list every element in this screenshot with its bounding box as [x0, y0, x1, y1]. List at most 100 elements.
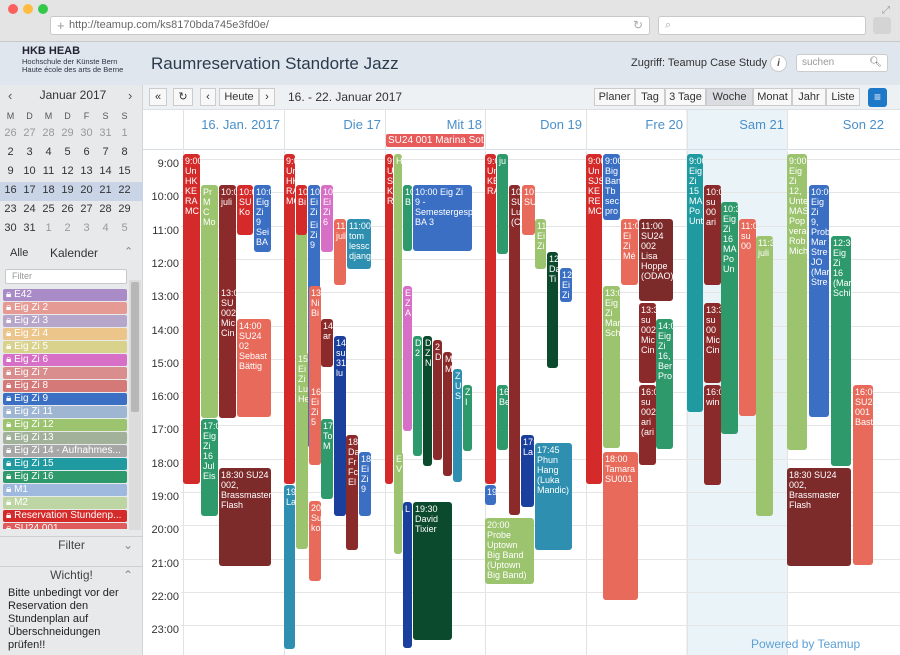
calendar-event[interactable]: 2 D: [433, 340, 442, 460]
calendar-event[interactable]: 13:30 su 002 Mic Cin: [639, 303, 656, 383]
minical-day[interactable]: 1: [45, 222, 52, 234]
calendar-event[interactable]: 11:00 Ei Zi: [535, 219, 546, 269]
tab-all[interactable]: Alle: [10, 247, 29, 259]
calendar-event[interactable]: H: [394, 154, 402, 554]
minical-day[interactable]: 29: [61, 127, 74, 139]
calendar-event[interactable]: Pr M C Mo: [201, 185, 218, 418]
minical-day[interactable]: 30: [80, 127, 93, 139]
calendar-event[interactable]: 19:30 David Tixier: [413, 502, 452, 640]
minical-day[interactable]: 12: [61, 165, 74, 177]
view-monat-button[interactable]: Monat: [753, 88, 792, 106]
minical-day[interactable]: 3: [83, 222, 90, 234]
minical-day[interactable]: 18: [42, 184, 55, 196]
double-prev-icon[interactable]: «: [149, 88, 167, 106]
minical-day[interactable]: 26: [4, 127, 17, 139]
minical-day[interactable]: 2: [64, 222, 71, 234]
minical-day[interactable]: 15: [118, 165, 131, 177]
view-jahr-button[interactable]: Jahr: [792, 88, 826, 106]
calendar-event[interactable]: 10:00 Ei Zi 6: [321, 185, 333, 252]
view-liste-button[interactable]: Liste: [826, 88, 860, 106]
calendar-event[interactable]: 9:00 Un HK KE RA MC: [183, 154, 200, 484]
calendar-event[interactable]: 10:00 Eig Zi 9 - Semestergesp BA 3: [413, 185, 472, 251]
calendar-event[interactable]: 17:00 To M: [321, 419, 333, 499]
calendar-event[interactable]: 14:00 Eig Zi 16, Ber Pro: [656, 319, 673, 449]
calendar-event[interactable]: 16:00 SU24 001 Basti: [853, 385, 873, 565]
calendar-event[interactable]: 17:45 Phun Hang (Luka Mandic): [535, 443, 572, 550]
calendar-event[interactable]: 16:00 su 002 ari (ari: [639, 385, 656, 465]
filter-section[interactable]: Filter ⌄: [0, 536, 143, 552]
minical-day[interactable]: 4: [45, 146, 52, 158]
calendar-event[interactable]: 12:30 Eig Zi 16 (Mar Schi: [831, 236, 851, 466]
calendar-event[interactable]: 10:00 SU: [522, 185, 535, 235]
minical-day[interactable]: 29: [118, 203, 131, 215]
search-input[interactable]: suchen 🔍︎: [796, 54, 888, 72]
minical-day[interactable]: 27: [23, 127, 36, 139]
calendar-event[interactable]: Z I: [463, 385, 472, 451]
calendar-item[interactable]: 🔒︎ Eig Zi 2: [3, 302, 127, 314]
minical-day[interactable]: 6: [83, 146, 90, 158]
calendar-event[interactable]: 10:00 SU Lu (C: [509, 185, 520, 515]
minical-day[interactable]: 8: [121, 146, 128, 158]
scrollbar-thumb[interactable]: [131, 282, 139, 412]
calendar-event[interactable]: 10:00 Eig Zi 9, Prob Mar Stre JO (Mar St…: [809, 185, 829, 417]
calendar-event[interactable]: 16:00 Be: [497, 385, 508, 450]
calendar-filter-input[interactable]: Filter: [5, 269, 127, 284]
minical-day[interactable]: 19: [61, 184, 74, 196]
wichtig-section[interactable]: Wichtig! ⌃: [0, 566, 143, 582]
calendar-event[interactable]: 14:00 su 31 lu: [334, 336, 346, 516]
minical-day[interactable]: 31: [99, 127, 112, 139]
minical-day[interactable]: 7: [102, 146, 109, 158]
minical-day[interactable]: 4: [102, 222, 109, 234]
calendar-event[interactable]: D 2: [413, 336, 422, 456]
minical-day[interactable]: 28: [42, 127, 55, 139]
calendar-event[interactable]: 9:00 Eig Zi 15 MA Po Unt: [687, 154, 703, 412]
minical-day[interactable]: 30: [4, 222, 17, 234]
calendar-event[interactable]: 9:00 Un KE RA: [485, 154, 496, 484]
powered-by[interactable]: Powered by Teamup: [751, 637, 861, 651]
calendar-event[interactable]: 12:00 Da Ti: [547, 252, 558, 368]
calendar-item[interactable]: 🔒︎ Eig Zi 3: [3, 315, 127, 327]
calendar-item[interactable]: 🔒︎ Eig Zi 5: [3, 341, 127, 353]
calendar-item[interactable]: 🔒︎ Reservation Stundenp...: [3, 510, 127, 522]
calendar-event[interactable]: 16:00 Ei Zi 5: [309, 385, 321, 465]
calendar-item[interactable]: 🔒︎ Eig Zi 11: [3, 406, 127, 418]
calendar-event[interactable]: 9:00 Eig Zi 12, Unte MAS Pop vera Rob Mi…: [787, 154, 807, 450]
calendar-event[interactable]: 13:00 SU 002 Mic Cin: [219, 286, 236, 418]
next-month-icon[interactable]: ›: [128, 88, 133, 103]
reload-icon[interactable]: ↻: [632, 18, 643, 32]
calendar-event[interactable]: M M: [443, 352, 452, 476]
view-planer-button[interactable]: Planer: [594, 88, 635, 106]
calendar-event[interactable]: L: [403, 502, 412, 648]
minimize-dot[interactable]: [23, 4, 33, 14]
url-bar[interactable]: + http://teamup.com/ks8170bda745e3fd0e/ ↻: [50, 16, 650, 35]
calendar-event[interactable]: Z U S: [453, 369, 462, 482]
calendar-item[interactable]: 🔒︎ Eig Zi 15: [3, 458, 127, 470]
menu-icon[interactable]: ≡: [868, 88, 887, 107]
calendar-item[interactable]: 🔒︎ Eig Zi 7: [3, 367, 127, 379]
calendar-event[interactable]: 14:00 ar: [321, 319, 333, 367]
minical-day[interactable]: 10: [23, 165, 36, 177]
calendar-item[interactable]: 🔒︎ M2: [3, 497, 127, 509]
new-tab-button[interactable]: [873, 17, 891, 34]
calendar-event[interactable]: 17:00 Eig Zi 16 Jul Eis: [201, 419, 218, 516]
calendar-event[interactable]: 11:00 juli: [334, 219, 346, 285]
minical-day[interactable]: 13: [80, 165, 93, 177]
calendar-event[interactable]: 18:00 Ei Zi 9: [359, 452, 371, 516]
minical-day[interactable]: 20: [80, 184, 93, 196]
calendar-event[interactable]: 10:00 B: [403, 185, 412, 251]
calendar-item[interactable]: 🔒︎ Eig Zi 12: [3, 419, 127, 431]
calendar-event[interactable]: E Z A: [403, 286, 412, 431]
calendar-event[interactable]: 14:00 SU24 02 Sebast Bättig: [237, 319, 271, 417]
next-week-icon[interactable]: ›: [259, 88, 275, 106]
minical-day[interactable]: 25: [42, 203, 55, 215]
minical-day[interactable]: 2: [7, 146, 14, 158]
calendar-event[interactable]: E V: [394, 452, 403, 512]
calendar-item[interactable]: 🔒︎ Eig Zi 8: [3, 380, 127, 392]
calendar-event[interactable]: 18:00 Tamara SU001: [603, 452, 638, 600]
calendar-event[interactable]: 11:00 tom lessc djang: [347, 219, 371, 269]
calendar-event[interactable]: 17:00 La: [521, 435, 534, 507]
minical-day[interactable]: 23: [4, 203, 17, 215]
minical-day[interactable]: 24: [23, 203, 36, 215]
today-button[interactable]: Heute: [219, 88, 259, 106]
chevron-up-icon[interactable]: ⌃: [124, 246, 134, 258]
